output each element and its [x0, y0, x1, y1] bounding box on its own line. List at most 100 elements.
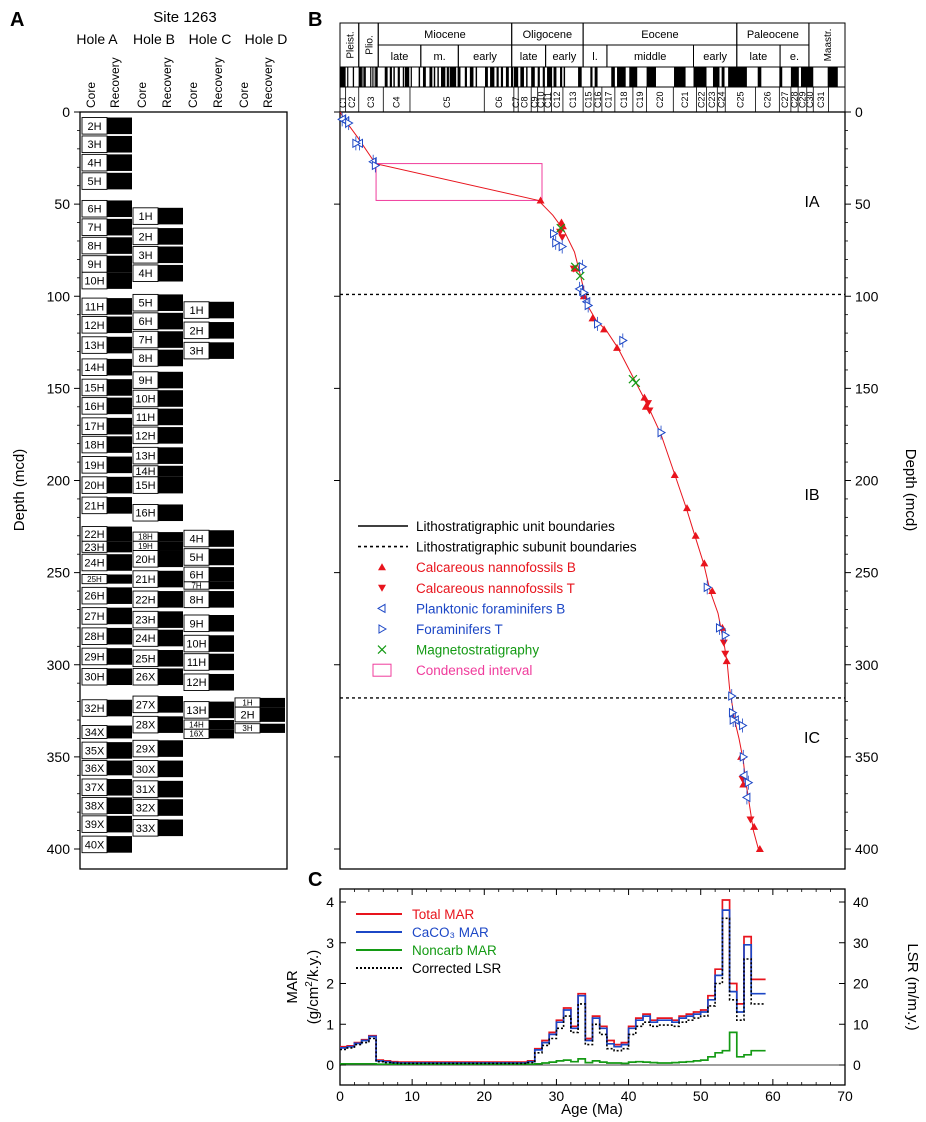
normal-polarity-band: [422, 67, 426, 87]
recovery-bar: [158, 246, 183, 264]
normal-polarity-band: [578, 67, 582, 87]
recovery-bar: [107, 815, 132, 833]
recovery-bar: [158, 629, 183, 647]
core-label: 23H: [84, 542, 104, 554]
normal-polarity-band: [563, 67, 566, 87]
normal-polarity-band: [410, 67, 412, 87]
epoch-label: Plio.: [364, 35, 375, 54]
legend-b: Lithostratigraphic unit boundaries Lithos…: [358, 519, 637, 678]
recovery-bar: [107, 379, 132, 396]
lsr-axis-label: LSR (m/m.y.): [904, 943, 921, 1030]
core-label: 2H: [87, 121, 101, 133]
column-header: Recovery: [261, 57, 275, 108]
core-label: 6H: [87, 204, 101, 216]
foram-top-marker: [715, 623, 725, 633]
normal-polarity-band: [370, 67, 372, 87]
foram-top-marker: [728, 691, 737, 701]
epoch-label: Eocene: [641, 29, 678, 41]
recovery-bar: [209, 673, 234, 691]
subepoch-label: late: [391, 51, 409, 63]
recovery-bar: [107, 607, 132, 625]
core-label: 15H: [84, 382, 104, 394]
legend-marker: [378, 563, 386, 571]
foram-top-marker: [594, 319, 603, 329]
nannofossil-base-marker: [536, 196, 545, 204]
foram-top-marker: [552, 237, 561, 248]
recovery-bar: [158, 408, 183, 426]
legend-condensed-swatch: [372, 663, 392, 677]
mar-axis-label-1: MAR: [284, 970, 301, 1004]
normal-polarity-band: [526, 67, 528, 87]
subepoch-label: e.: [790, 51, 799, 63]
normal-polarity-band: [505, 67, 509, 87]
legend-c-label: Total MAR: [412, 907, 475, 922]
recovery-bar: [158, 447, 183, 464]
core-label: 38X: [85, 801, 105, 813]
core-label: 13H: [186, 705, 206, 717]
core-label: 20H: [135, 554, 155, 566]
core-label: 4H: [138, 268, 152, 280]
mar-tick-label: 0: [326, 1057, 334, 1073]
normal-polarity-band: [469, 67, 474, 87]
recovery-bar: [158, 760, 183, 778]
core-label: 22H: [84, 529, 104, 541]
column-header: Core: [84, 82, 98, 108]
depth-tick-label-right: 250: [855, 565, 879, 581]
mar-frame: [339, 888, 846, 1086]
age-tick-label: 0: [336, 1088, 344, 1104]
core-label: 31X: [136, 784, 156, 796]
foram-top-marker: [345, 118, 354, 128]
chron-label: C11: [543, 92, 553, 108]
normal-polarity-band: [446, 67, 449, 87]
legend-label: Lithostratigraphic subunit boundaries: [416, 540, 637, 555]
normal-polarity-band: [437, 67, 439, 87]
depth-tick-label-right: 100: [855, 288, 879, 304]
core-label: 23H: [135, 615, 155, 627]
foram-top-marker: [578, 261, 588, 272]
recovery-bar: [107, 742, 132, 759]
recovery-bar: [107, 336, 132, 354]
core-label: 16X: [189, 730, 204, 739]
recovery-bar: [158, 780, 183, 798]
recovery-bar: [209, 581, 234, 590]
core-label: 10H: [186, 639, 206, 651]
normal-polarity-band: [542, 67, 545, 87]
age-tick-label: 10: [404, 1088, 420, 1104]
core-label: 37X: [85, 782, 105, 794]
core-label: 24H: [84, 557, 104, 569]
legend-label: Magnetostratigraphy: [416, 643, 539, 658]
foram-top-marker: [703, 582, 713, 593]
depth-tick-label: 300: [47, 657, 71, 673]
normal-polarity-band: [510, 67, 514, 87]
column-headers: Core Recovery Core Recovery Core Recovery Core…: [84, 57, 275, 108]
lsr-tick-label: 30: [853, 935, 869, 951]
normal-polarity-band: [500, 67, 504, 87]
nannofossil-base-marker: [613, 343, 622, 351]
normal-polarity-band: [389, 67, 392, 87]
unit-label-ib: IB: [804, 487, 819, 504]
recovery-bar: [209, 567, 234, 582]
recovery-bar: [107, 554, 132, 571]
hole-d-label: Hole D: [245, 31, 288, 47]
depth-tick-label-right: 200: [855, 473, 879, 489]
normal-polarity-band: [674, 67, 686, 87]
core-label: 1H: [189, 305, 203, 317]
chron-label: C23: [707, 91, 717, 108]
chron-label: C17: [603, 91, 613, 108]
epoch-label: Miocene: [424, 29, 466, 41]
nannofossil-base-marker: [700, 559, 709, 567]
unit-label-ic: IC: [804, 730, 820, 747]
recovery-bar: [107, 725, 132, 739]
depth-tick-label: 100: [47, 288, 71, 304]
depth-tick-label-right: 400: [855, 841, 879, 857]
mar-tick-label: 1: [326, 1016, 334, 1032]
chron-label: C24: [716, 91, 726, 108]
nannofossil-top-marker: [558, 234, 567, 242]
recovery-bar: [158, 819, 183, 837]
recovery-bar: [209, 591, 234, 608]
foram-top-marker: [744, 777, 754, 788]
recovery-bar: [260, 723, 285, 733]
